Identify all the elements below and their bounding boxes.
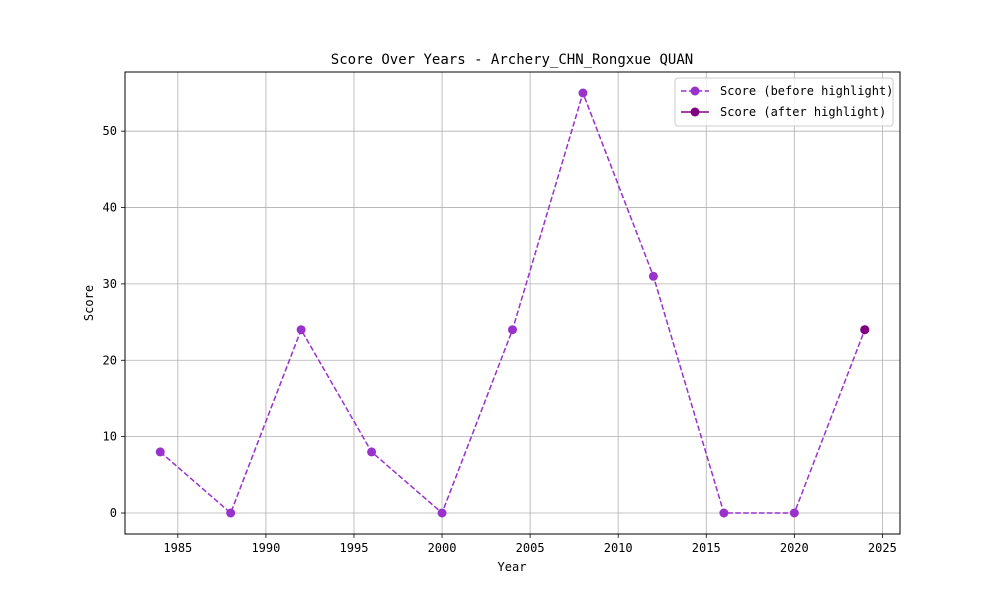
data-point-before <box>719 508 729 518</box>
x-tick-label: 2005 <box>516 541 545 555</box>
y-tick-label: 40 <box>103 201 117 215</box>
axis-ticks: 1985 1990 1995 2000 2005 2010 2015 2020 2025 0 10 2… <box>103 124 897 555</box>
data-point-before <box>508 325 517 335</box>
x-tick-label: 2000 <box>428 541 457 555</box>
legend-label-before: Score (before highlight) <box>720 84 893 98</box>
legend: Score (before highlight) Score (after hi… <box>674 77 894 127</box>
data-point-before <box>789 508 799 518</box>
legend-label-after: Score (after highlight) <box>720 105 886 119</box>
data-point-before <box>437 508 447 518</box>
y-tick-label: 30 <box>103 277 117 291</box>
legend-entry-after: Score (after highlight) <box>681 105 886 119</box>
data-point-before <box>296 325 306 335</box>
y-axis-label: Score <box>82 285 96 321</box>
x-tick-label: 2015 <box>692 541 721 555</box>
x-tick-label: 2010 <box>604 541 633 555</box>
legend-marker-before <box>690 86 700 96</box>
x-tick-label: 2025 <box>868 541 897 555</box>
data-point-before <box>578 88 588 98</box>
legend-marker-after <box>690 107 700 117</box>
y-tick-label: 50 <box>103 124 117 138</box>
legend-entry-before: Score (before highlight) <box>681 84 893 98</box>
data-point-after <box>860 325 870 335</box>
data-point-before <box>155 447 165 457</box>
axes-frame <box>124 71 901 535</box>
x-tick-label: 1990 <box>251 541 280 555</box>
data-point-before <box>226 508 236 518</box>
x-tick-label: 1985 <box>163 541 192 555</box>
plot-series <box>155 88 870 518</box>
y-tick-label: 0 <box>110 506 117 520</box>
chart-title: Score Over Years - Archery_CHN_Rongxue Q… <box>331 52 693 68</box>
data-point-before <box>648 271 658 281</box>
data-point-before <box>367 447 377 457</box>
x-tick-label: 2020 <box>780 541 809 555</box>
x-axis-label: Year <box>498 560 527 574</box>
x-tick-label: 1995 <box>340 541 369 555</box>
y-tick-label: 20 <box>103 353 117 367</box>
y-tick-label: 10 <box>103 430 117 444</box>
legend-box <box>674 77 894 127</box>
